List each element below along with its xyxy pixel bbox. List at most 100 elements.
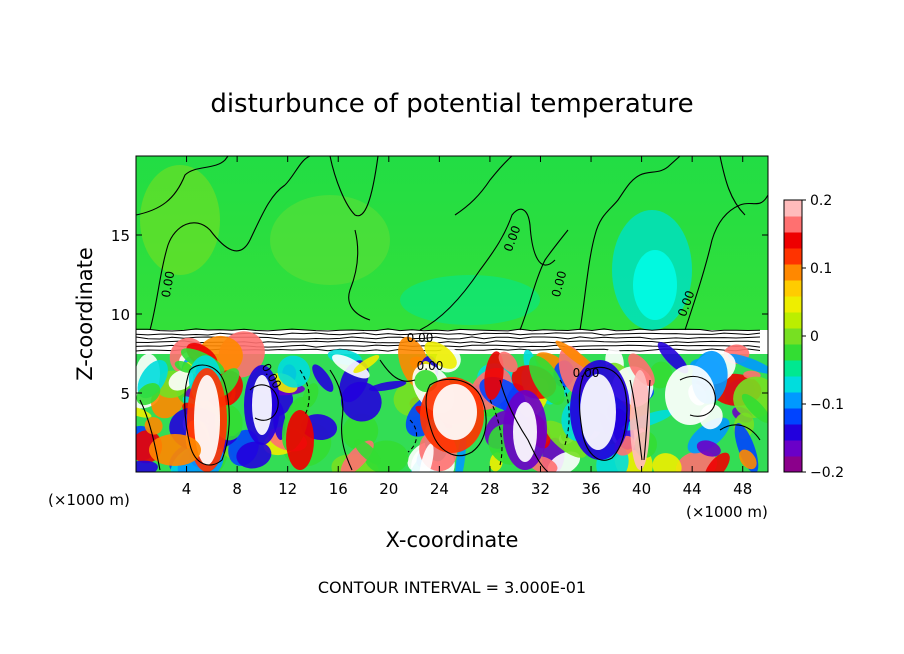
contour-line [379, 359, 416, 382]
field-blob [424, 341, 457, 369]
field-blob [136, 460, 158, 472]
x-unit-label: (×1000 m) [686, 503, 768, 521]
contour-line [425, 378, 487, 457]
colorbar-swatch [784, 232, 802, 249]
colorbar-swatch [784, 376, 802, 393]
colorbar-swatch [784, 216, 802, 233]
field-blob [741, 393, 768, 424]
x-tick-label: 32 [531, 480, 550, 498]
field-blob [340, 381, 382, 422]
colorbar-tick-label: 0.1 [810, 261, 832, 277]
contour-line [184, 364, 230, 466]
field-blob [657, 342, 689, 374]
field-blob [675, 450, 718, 472]
colorbar-swatch [784, 280, 802, 297]
y-axis-label: Z-coordinate [73, 247, 97, 381]
contour-line [419, 208, 556, 331]
field-blob [236, 441, 272, 469]
contour-line [139, 399, 161, 471]
z-unit-label: (×1000 m) [48, 491, 130, 509]
x-tick-label: 44 [683, 480, 702, 498]
y-tick-label: 15 [111, 227, 130, 245]
x-tick-label: 16 [329, 480, 348, 498]
contour-interval-footer: CONTOUR INTERVAL = 3.000E-01 [318, 578, 586, 597]
field-blob [174, 360, 194, 373]
contour-line [454, 156, 513, 216]
x-axis: 4 8 12 16 20 24 28 32 36 40 44 48 [182, 156, 752, 498]
colorbar-swatch [784, 200, 802, 217]
field-blob [727, 353, 768, 374]
contour-label: 0.00 [407, 331, 434, 345]
contour-label: 0.00 [159, 270, 177, 299]
field-blob [739, 449, 757, 470]
contour-line [643, 379, 651, 461]
field-blob [144, 417, 163, 435]
field-blob [168, 369, 194, 391]
contour-label: 0.00 [417, 359, 444, 373]
field-blob [484, 351, 504, 400]
contour-line [579, 156, 681, 331]
field-blob [649, 361, 673, 389]
colorbar-swatch [784, 440, 802, 457]
colorbar-tick-label: 0 [810, 329, 819, 345]
contour-line [629, 379, 643, 461]
field-blob [353, 355, 380, 374]
warm-patch-left [140, 165, 220, 275]
cool-patch-right-core [633, 250, 677, 320]
contour-line-dashed [559, 379, 570, 446]
colorbar-swatch [784, 408, 802, 425]
field-blob [733, 376, 768, 418]
colorbar-swatch [784, 360, 802, 377]
contour-line-dashed [407, 419, 418, 453]
contour-line [136, 156, 229, 216]
contour-line [329, 156, 379, 217]
y-tick-label: 5 [120, 385, 130, 403]
x-axis-label: X-coordinate [386, 528, 519, 552]
x-tick-label: 12 [278, 480, 297, 498]
contour-line [499, 379, 549, 472]
field-blob [368, 380, 407, 392]
contour-line [149, 184, 286, 331]
contour-line [284, 156, 311, 186]
field-blob [652, 453, 682, 472]
field-blob [696, 440, 721, 457]
x-tick-label: 48 [733, 480, 752, 498]
colorbar-swatch [784, 328, 802, 345]
contour-line [136, 332, 761, 336]
contour-line [578, 366, 628, 461]
field-blob [419, 443, 434, 472]
colorbar-swatch [784, 456, 802, 473]
field-blob [665, 365, 715, 425]
warm-patch-mid [270, 195, 390, 285]
x-tick-label: 20 [379, 480, 398, 498]
colorbar-swatch [784, 296, 802, 313]
field-blob [332, 354, 370, 379]
colorbar-swatch [784, 392, 802, 409]
colorbar-swatch [784, 248, 802, 265]
cool-patch-mid [400, 275, 540, 325]
colorbar-tick-label: 0.2 [810, 193, 832, 209]
x-tick-label: 28 [480, 480, 499, 498]
x-tick-label: 40 [632, 480, 651, 498]
y-tick-label: 10 [111, 306, 130, 324]
contour-line [684, 194, 768, 331]
field-blob [628, 353, 655, 387]
field-blob [286, 410, 314, 470]
field-blob [580, 374, 616, 450]
x-tick-label: 4 [182, 480, 192, 498]
lower-field-blobs [136, 331, 768, 472]
colorbar-swatch [784, 424, 802, 441]
colorbar-swatch [784, 344, 802, 361]
x-tick-label: 24 [430, 480, 449, 498]
colorbar-tick-label: −0.1 [810, 397, 844, 413]
field-blob [544, 420, 587, 458]
x-tick-label: 36 [581, 480, 600, 498]
field-blob [136, 383, 161, 406]
contour-line [348, 229, 371, 321]
colorbar: 0.2 0.1 0 −0.1 −0.2 [783, 193, 844, 481]
contour-line [719, 424, 761, 441]
field-blob [364, 440, 409, 472]
plot-area: 0.000.000.000.000.00 0.00 0.000.00 [136, 156, 768, 472]
contour-line [329, 369, 353, 471]
